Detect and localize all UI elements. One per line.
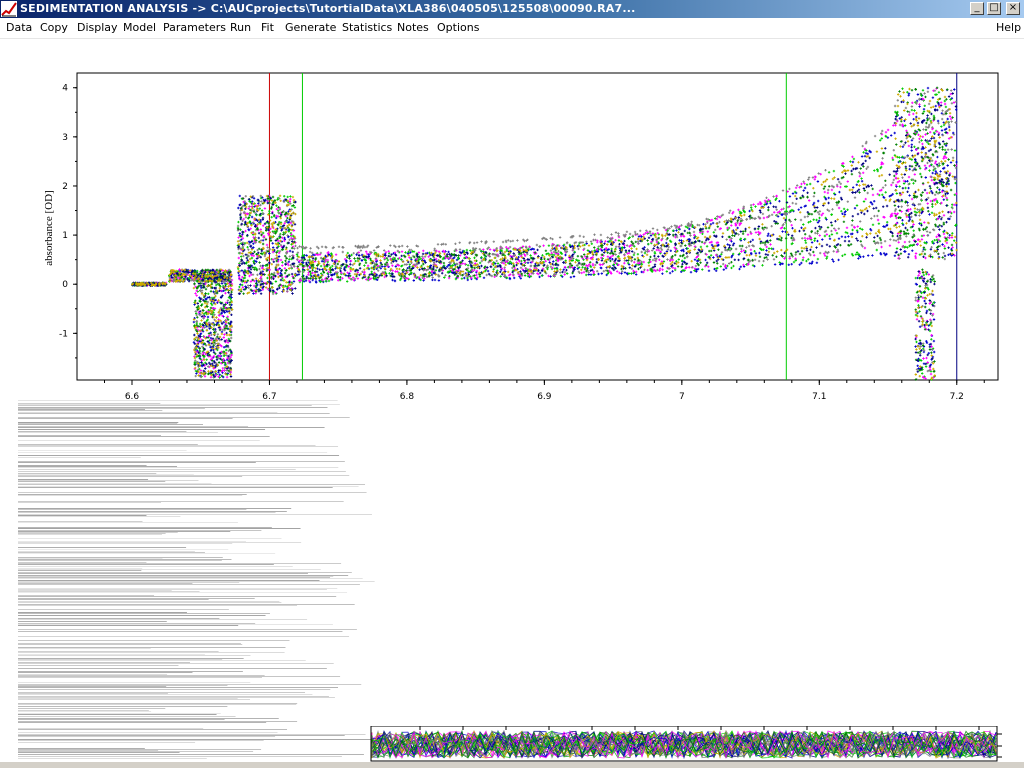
menu-bar: Data Copy Display Model Parameters Run F… — [0, 18, 1024, 39]
menu-options[interactable]: Options — [437, 21, 480, 34]
y-tick-label: 3 — [62, 133, 68, 143]
menu-copy[interactable]: Copy — [40, 21, 68, 34]
residual-scan-strip — [370, 726, 1002, 762]
minimize-button[interactable]: _ — [970, 2, 984, 15]
residuals-bitmap — [18, 400, 378, 759]
residual-strip-series — [371, 730, 997, 760]
residual-strip-series — [371, 729, 997, 759]
absorbance-plot[interactable]: 6.6 6.7 6.8 6.9 7 7.1 7.2 4 3 2 1 0 -1 absorbance [… — [0, 40, 1024, 400]
scan-data-points — [131, 86, 958, 381]
menu-help[interactable]: Help — [996, 21, 1022, 34]
y-tick-label: 1 — [62, 231, 68, 241]
x-tick-label: 7 — [679, 392, 685, 400]
menu-data[interactable]: Data — [6, 21, 33, 34]
y-axis: 4 3 2 1 0 -1 — [59, 84, 77, 359]
menu-run[interactable]: Run — [230, 21, 252, 34]
x-axis: 6.6 6.7 6.8 6.9 7 7.1 7.2 — [103, 380, 985, 400]
residual-strip-series — [371, 730, 997, 759]
x-tick-label: 7.1 — [812, 392, 826, 400]
x-tick-label: 6.8 — [400, 392, 415, 400]
menu-display[interactable]: Display — [77, 21, 118, 34]
title-bar: SEDIMENTATION ANALYSIS -> C:\AUCprojects… — [0, 0, 1024, 18]
window-title: SEDIMENTATION ANALYSIS -> C:\AUCprojects… — [20, 2, 636, 15]
menu-generate[interactable]: Generate — [285, 21, 337, 34]
scan-point-series — [131, 87, 958, 380]
y-tick-label: 4 — [62, 84, 68, 94]
menu-parameters[interactable]: Parameters — [163, 21, 226, 34]
y-tick-label: 2 — [62, 182, 68, 192]
y-tick-label: -1 — [59, 329, 68, 339]
y-axis-label: absorbance [OD] — [43, 190, 55, 265]
close-button[interactable]: × — [1006, 2, 1020, 15]
residual-strip-series — [371, 730, 997, 759]
maximize-button[interactable]: □ — [987, 2, 1001, 15]
y-tick-label: 0 — [62, 280, 68, 290]
x-tick-label: 6.9 — [537, 392, 552, 400]
menu-statistics[interactable]: Statistics — [342, 21, 393, 34]
menu-fit[interactable]: Fit — [261, 21, 274, 34]
menu-model[interactable]: Model — [123, 21, 157, 34]
x-tick-label: 6.6 — [125, 392, 140, 400]
x-tick-label: 6.7 — [262, 392, 276, 400]
boundary-markers — [268, 73, 958, 380]
x-tick-label: 7.2 — [950, 392, 964, 400]
app-icon — [1, 1, 17, 17]
menu-notes[interactable]: Notes — [397, 21, 429, 34]
status-bar — [0, 762, 1024, 768]
